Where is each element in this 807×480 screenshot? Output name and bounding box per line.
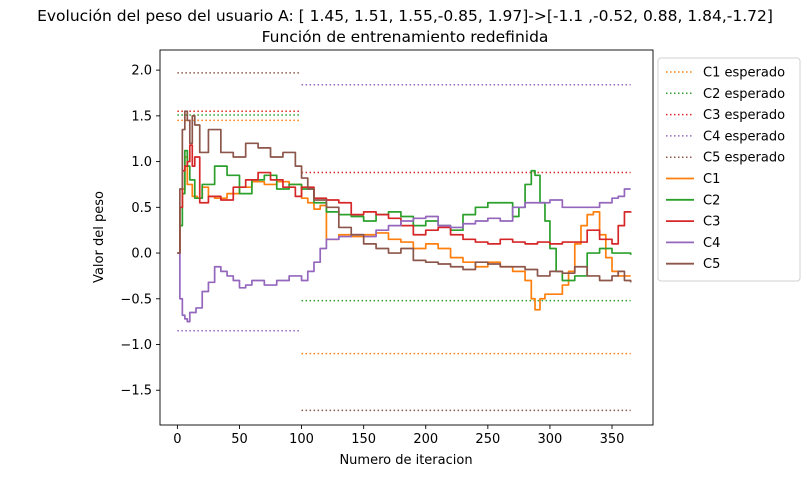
- series-line-c5: [177, 110, 632, 283]
- legend: C1 esperado C2 esperado C3 esperado C4 espe…: [657, 57, 801, 282]
- y-tick-label-5: −0.5: [120, 292, 152, 307]
- legend-label-c3: C3: [703, 215, 720, 230]
- y-tick-label-7: −1.5: [120, 384, 152, 399]
- legend-label-c5: C5: [703, 257, 720, 272]
- chart-subtitle: Función de entrenamiento redefinida: [262, 28, 549, 46]
- y-tick-label-3: 0.5: [131, 201, 152, 216]
- legend-label-c2: C2: [703, 193, 720, 208]
- chart-title: Evolución del peso del usuario A: [ 1.45…: [37, 7, 773, 25]
- series-line-c4: [177, 188, 631, 323]
- legend-label-c2-esperado: C2 esperado: [703, 87, 785, 102]
- series-line-c3: [177, 144, 632, 254]
- series-line-c2: [177, 149, 632, 282]
- x-tick-label-100: 100: [289, 432, 314, 447]
- x-tick-label-50: 50: [231, 432, 248, 447]
- y-axis-label: Valor del peso: [92, 191, 107, 283]
- axes-frame: [159, 49, 654, 426]
- x-axis-label: Numero de iteracion: [339, 453, 472, 468]
- legend-label-c1-esperado: C1 esperado: [703, 66, 785, 81]
- legend-label-c3-esperado: C3 esperado: [703, 108, 785, 123]
- y-tick-label-4: 0.0: [131, 247, 152, 262]
- x-tick-label-250: 250: [475, 432, 500, 447]
- axis-ticks: 0 50 100 150 200 250 300 350 2.0 1.5 1.0 0.5 0.0 −0.5…: [120, 64, 624, 447]
- x-tick-label-300: 300: [538, 432, 563, 447]
- legend-label-c5-esperado: C5 esperado: [703, 151, 785, 166]
- plot-area: [177, 72, 632, 412]
- y-tick-label-2: 1.0: [131, 155, 152, 170]
- y-tick-label-1: 1.5: [131, 109, 152, 124]
- y-tick-label-0: 2.0: [131, 64, 152, 79]
- y-tick-label-6: −1.0: [120, 338, 152, 353]
- legend-label-c4-esperado: C4 esperado: [703, 129, 785, 144]
- x-tick-label-350: 350: [600, 432, 625, 447]
- x-tick-label-0: 0: [173, 432, 181, 447]
- x-tick-label-200: 200: [413, 432, 438, 447]
- legend-label-c4: C4: [703, 236, 720, 251]
- legend-box: [657, 57, 801, 282]
- legend-label-c1: C1: [703, 172, 720, 187]
- x-tick-label-150: 150: [351, 432, 376, 447]
